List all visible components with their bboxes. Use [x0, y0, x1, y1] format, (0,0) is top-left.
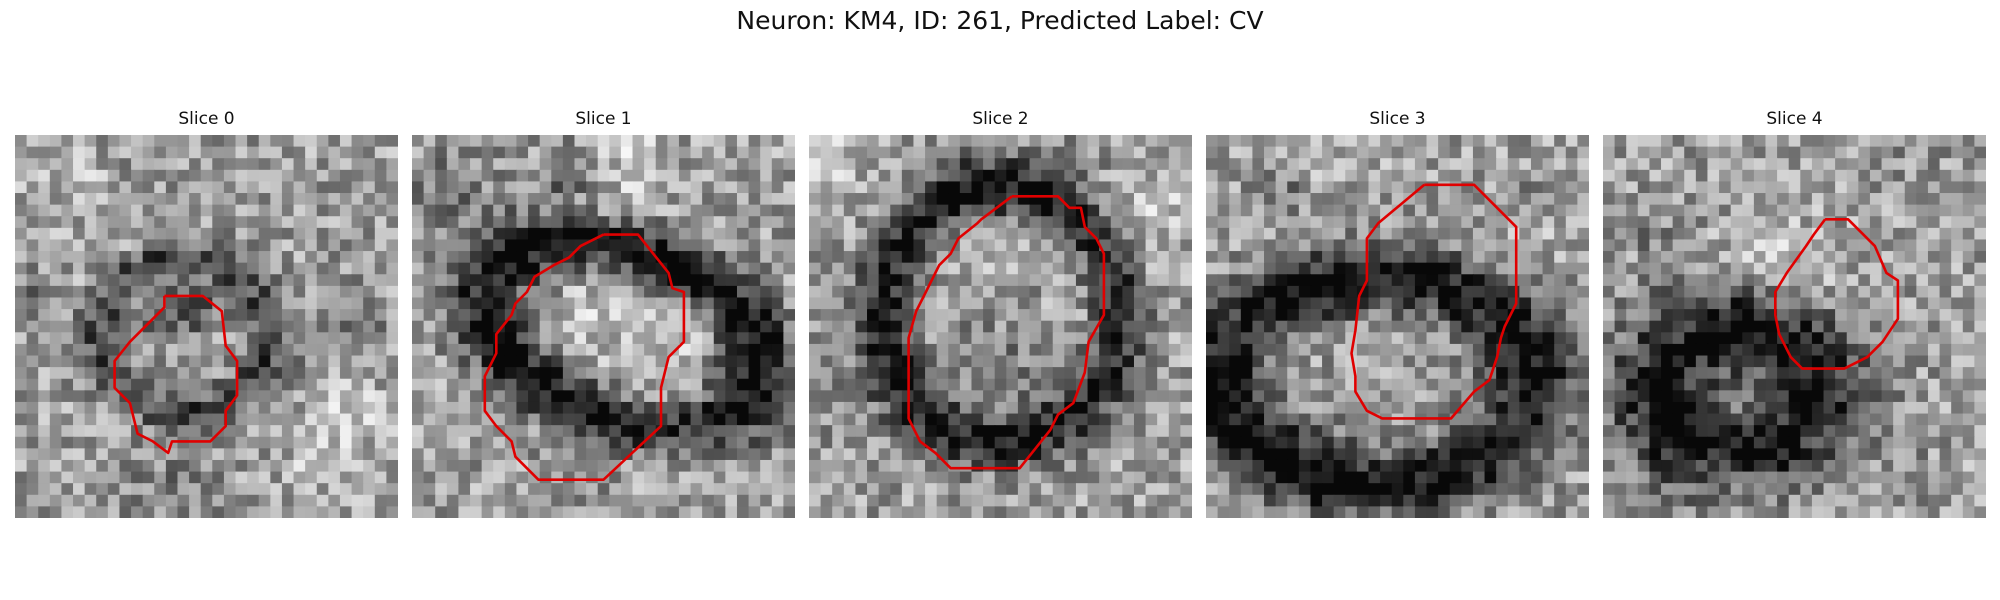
slice-image [1206, 135, 1589, 518]
slice-image [1603, 135, 1986, 518]
slice-title: Slice 2 [972, 109, 1029, 129]
pixel-grid [412, 135, 795, 518]
segmentation-outline [113, 294, 239, 455]
slice-panel-4: Slice 4 [1603, 108, 1986, 518]
slice-title: Slice 1 [575, 109, 632, 129]
slice-title: Slice 3 [1369, 109, 1426, 129]
segmentation-outline [907, 194, 1106, 470]
pixel-grid [1206, 135, 1589, 518]
slice-image [809, 135, 1192, 518]
figure-title: Neuron: KM4, ID: 261, Predicted Label: C… [736, 6, 1264, 35]
slice-panel-2: Slice 2 [809, 108, 1192, 518]
slice-panel-1: Slice 1 [412, 108, 795, 518]
slice-image [412, 135, 795, 518]
segmentation-outline [483, 233, 686, 482]
segmentation-outline [1350, 183, 1518, 420]
slice-panel-0: Slice 0 [15, 108, 398, 518]
pixel-grid [809, 135, 1192, 518]
slice-panel-3: Slice 3 [1206, 108, 1589, 518]
slice-image [15, 135, 398, 518]
slice-title: Slice 4 [1766, 109, 1823, 129]
pixel-grid [1603, 135, 1986, 518]
segmentation-outline [1774, 218, 1900, 370]
slice-title: Slice 0 [178, 109, 235, 129]
pixel-grid [15, 135, 398, 518]
